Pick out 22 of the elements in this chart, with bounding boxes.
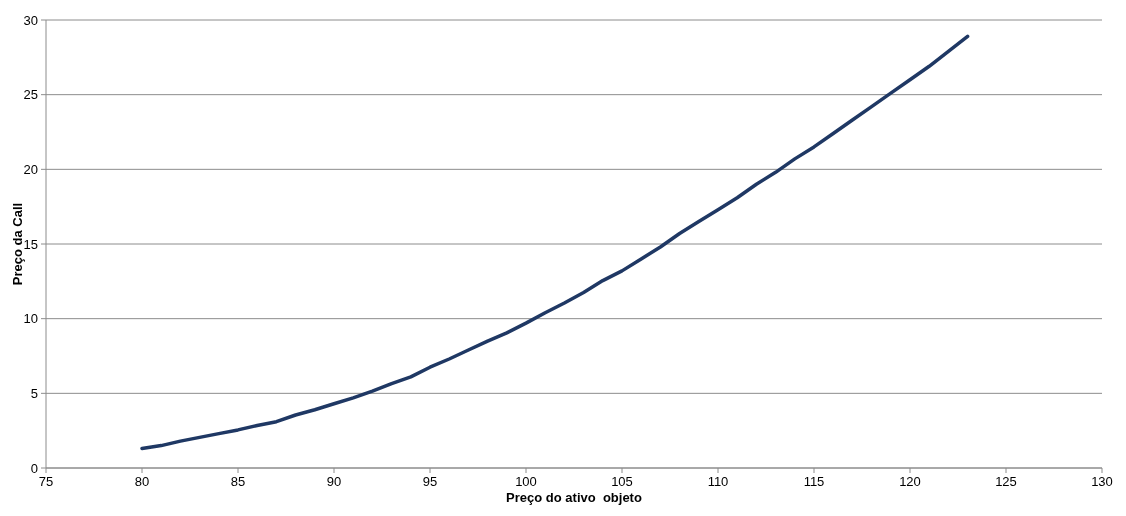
y-axis-title: Preço da Call [10,202,25,286]
y-tick-label: 15 [23,236,38,252]
y-tick-label: 30 [23,12,38,28]
y-tick-label: 20 [23,161,38,177]
x-tick-label: 125 [995,474,1017,489]
x-tick-label: 110 [707,474,729,489]
x-tick-label: 95 [422,474,438,489]
x-tick-label: 85 [230,474,246,489]
y-tick-label: 10 [23,311,38,327]
x-tick-label: 90 [326,474,342,489]
x-tick-label: 100 [515,474,537,489]
x-tick-label: 75 [38,474,54,489]
y-tick-label: 0 [30,460,38,476]
x-tick-label: 80 [134,474,150,489]
x-tick-label: 105 [611,474,633,489]
x-axis-title: Preço do ativo objeto [506,490,642,505]
x-tick-label: 130 [1091,474,1113,489]
line-series [140,34,970,451]
x-tick-label: 115 [803,474,825,489]
y-tick-label: 25 [23,87,38,103]
y-tick-label: 5 [30,385,38,401]
x-tick-label: 120 [899,474,921,489]
